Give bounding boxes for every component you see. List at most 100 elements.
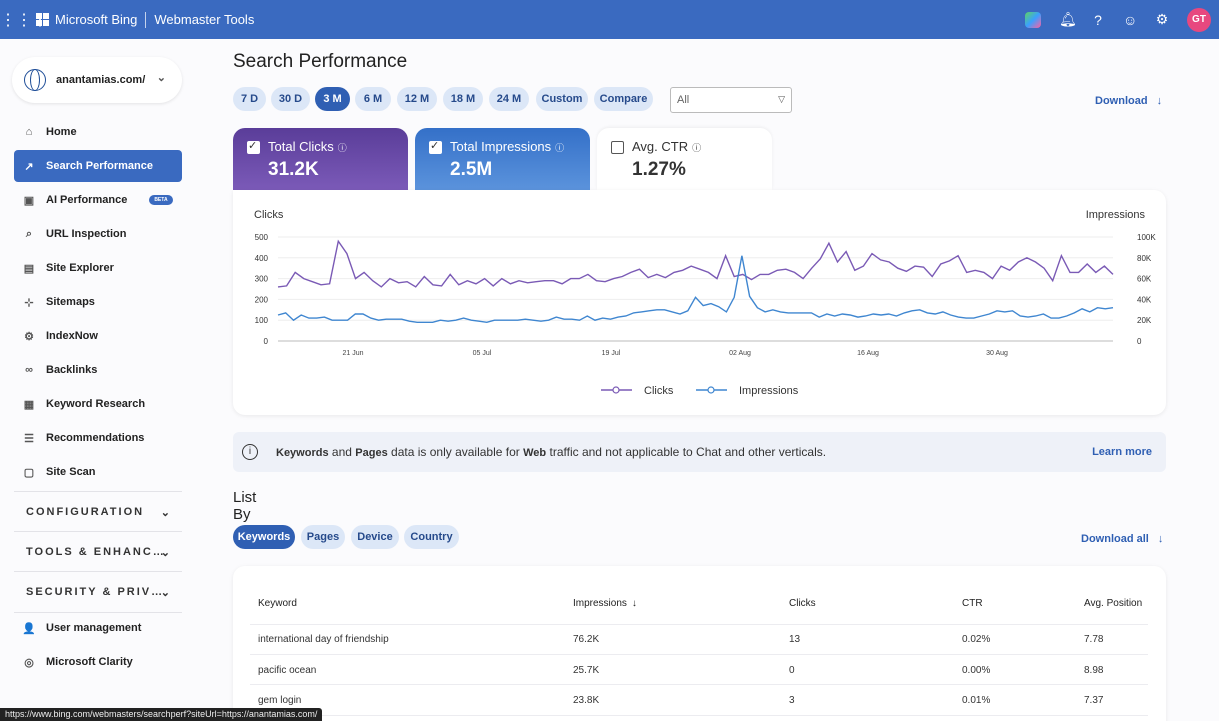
row-divider [250, 684, 1148, 685]
sidebar-group-0[interactable]: CONFIGURATION ⌄ [26, 500, 176, 524]
list-tab-keywords[interactable]: Keywords [233, 525, 295, 549]
site-selector[interactable]: anantamias.com/ ⌄ [12, 57, 182, 103]
sidebar-item-label: Site Explorer [46, 262, 114, 274]
filter-select[interactable]: All ▽ [670, 87, 792, 113]
table-cell: 7.37 [1084, 695, 1104, 706]
sidebar-item-home[interactable]: ⌂ Home [14, 116, 182, 148]
range-3m[interactable]: 3 M [315, 87, 350, 111]
chevron-down-icon: ▽ [778, 94, 785, 104]
table-cell: 0.00% [962, 664, 991, 676]
app-launcher-icon[interactable]: ⋮⋮⋮ [0, 11, 48, 29]
sidebar-item-user-management[interactable]: 👤 User management [14, 612, 182, 644]
column-header-label: Clicks [789, 598, 816, 609]
row-divider [250, 715, 1148, 716]
brand-name: Microsoft Bing [55, 12, 138, 27]
y-right-tick-label: 0 [1137, 337, 1142, 346]
trend-icon: ↗ [24, 160, 34, 173]
download-all-button[interactable]: Download all ↓ [1081, 533, 1163, 545]
range-compare[interactable]: Compare [594, 87, 653, 111]
sidebar-divider [14, 531, 182, 532]
sidebar-item-indexnow[interactable]: ⚙ IndexNow [14, 320, 182, 352]
y-right-tick-label: 80K [1137, 254, 1152, 263]
download-all-label: Download all [1081, 533, 1149, 545]
x-tick-label: 30 Aug [986, 350, 1008, 357]
scan-icon: ▢ [23, 466, 35, 479]
sidebar-item-keyword-research[interactable]: ▦ Keyword Research [14, 388, 182, 420]
clarity-icon: ◎ [24, 656, 34, 669]
column-header-clicks[interactable]: Clicks [789, 598, 816, 609]
range-7d[interactable]: 7 D [233, 87, 266, 111]
range-18m[interactable]: 18 M [443, 87, 483, 111]
metric-value: 2.5M [450, 159, 493, 180]
sidebar-item-backlinks[interactable]: ∞ Backlinks [14, 354, 182, 386]
download-icon: ↓ [1156, 95, 1163, 107]
metric-checkbox[interactable] [429, 139, 442, 154]
range-6m[interactable]: 6 M [355, 87, 391, 111]
sidebar-item-sitemaps[interactable]: ⊹ Sitemaps [14, 286, 182, 318]
sidebar-item-url-inspection[interactable]: ⌕ URL Inspection [14, 218, 182, 250]
feedback-icon[interactable]: ☺ [1123, 11, 1138, 28]
x-tick-label: 19 Jul [602, 350, 621, 357]
range-30d[interactable]: 30 D [271, 87, 310, 111]
product-name[interactable]: Webmaster Tools [154, 12, 255, 27]
y-right-tick-label: 60K [1137, 275, 1152, 284]
column-header-avg-position[interactable]: Avg. Position [1084, 598, 1142, 609]
table-cell: 3 [789, 695, 795, 706]
copilot-icon[interactable] [1025, 11, 1041, 28]
list-tab-pages[interactable]: Pages [301, 525, 345, 549]
gear-icon[interactable]: ⚙ [1155, 11, 1169, 27]
y-left-tick-label: 400 [255, 254, 269, 263]
metric-label: Total Impressions ⓘ [450, 139, 564, 154]
sidebar-group-label: SECURITY & PRIV… [26, 586, 165, 598]
x-tick-label: 21 Jun [342, 350, 363, 357]
metric-card-avg-ctr[interactable]: Avg. CTR ⓘ 1.27% [597, 128, 772, 190]
help-icon[interactable]: ? [1094, 11, 1102, 28]
list-tab-country[interactable]: Country [404, 525, 459, 549]
column-header-impressions[interactable]: Impressions ↓ [573, 598, 637, 609]
range-24m[interactable]: 24 M [489, 87, 529, 111]
table-cell: international day of friendship [258, 634, 389, 645]
learn-more-link[interactable]: Learn more [1092, 446, 1152, 458]
table-row[interactable]: pacific ocean 25.7K 0 0.00% 8.98 [233, 665, 1166, 685]
list-tab-device[interactable]: Device [351, 525, 399, 549]
avatar[interactable]: GT [1187, 7, 1211, 32]
range-12m[interactable]: 12 M [397, 87, 437, 111]
sidebar-item-search-performance[interactable]: ↗ Search Performance [14, 150, 182, 182]
metric-checkbox[interactable] [611, 141, 624, 154]
notice-text: Keywords and Pages data is only availabl… [276, 445, 827, 459]
beta-badge: BETA [149, 195, 173, 205]
left-axis-label: Clicks [254, 209, 284, 221]
sidebar-item-ai-performance[interactable]: ▣ AI Performance BETA [14, 184, 182, 216]
keyword-table: Keyword Impressions ↓ Clicks CTR Avg. Positio… [233, 566, 1166, 721]
column-header-keyword[interactable]: Keyword [258, 598, 297, 609]
metric-checkbox[interactable] [247, 139, 260, 154]
sidebar-group-1[interactable]: TOOLS & ENHANC… ⌄ [26, 540, 176, 564]
table-cell: 0.02% [962, 634, 991, 645]
metric-value: 1.27% [632, 159, 686, 180]
bing-brand[interactable]: Microsoft Bing [36, 12, 137, 27]
sidebar-item-site-explorer[interactable]: ▤ Site Explorer [14, 252, 182, 284]
table-cell: 23.8K [573, 695, 600, 706]
table-cell: 25.7K [573, 664, 600, 676]
chevron-down-icon: ⌄ [160, 506, 170, 519]
table-row[interactable]: international day of friendship 76.2K 13 0.… [233, 634, 1166, 654]
sidebar-item-site-scan[interactable]: ▢ Site Scan [14, 456, 182, 488]
sort-down-icon: ↓ [631, 598, 637, 609]
sidebar-item-recommendations[interactable]: ☰ Recommendations [14, 422, 182, 454]
link-icon: ∞ [25, 364, 33, 376]
filter-value: All [677, 94, 690, 106]
x-tick-label: 05 Jul [473, 350, 492, 357]
table-row[interactable]: gem login 23.8K 3 0.01% 7.37 [233, 695, 1166, 715]
download-button[interactable]: Download ↓ [1095, 95, 1162, 107]
range-custom[interactable]: Custom [536, 87, 588, 111]
column-header-label: Impressions [573, 598, 627, 609]
column-header-ctr[interactable]: CTR [962, 598, 983, 609]
sidebar-item-microsoft-clarity[interactable]: ◎ Microsoft Clarity [14, 646, 182, 678]
sidebar-group-2[interactable]: SECURITY & PRIV… ⌄ [26, 580, 176, 604]
sidebar-divider [14, 571, 182, 572]
bell-icon[interactable]: 🔔︎ [1059, 11, 1077, 27]
globe-icon [24, 69, 46, 91]
x-tick-label: 02 Aug [729, 350, 751, 357]
